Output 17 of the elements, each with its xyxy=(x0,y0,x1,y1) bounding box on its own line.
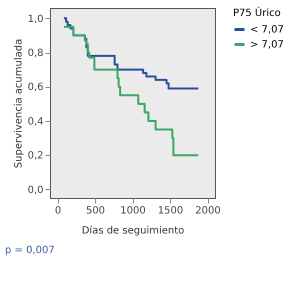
y-tick-label: 0,2 xyxy=(28,150,44,162)
y-tick-label: 0,4 xyxy=(28,116,44,128)
y-tick-label: 0,8 xyxy=(28,48,44,60)
x-tick-label: 2000 xyxy=(195,206,221,216)
y-tick-label: 1,0 xyxy=(28,14,44,25)
x-tick-label: 1000 xyxy=(120,206,146,216)
legend-label: < 7,07 xyxy=(250,24,284,36)
text: p = 0,007 xyxy=(5,245,55,256)
x-tick-label: 500 xyxy=(86,206,106,216)
legend-label: > 7,07 xyxy=(250,40,284,50)
x-tick-label: 1500 xyxy=(158,206,184,216)
x-axis-title: Días de seguimiento xyxy=(82,226,184,236)
y-tick-label: 0,0 xyxy=(28,184,44,196)
y-axis-title: Supervivencia acumulada xyxy=(14,38,25,168)
legend-title: P75 Úrico xyxy=(233,6,281,19)
x-tick-label: 0 xyxy=(54,206,62,216)
y-tick-label: 0,6 xyxy=(28,82,44,94)
